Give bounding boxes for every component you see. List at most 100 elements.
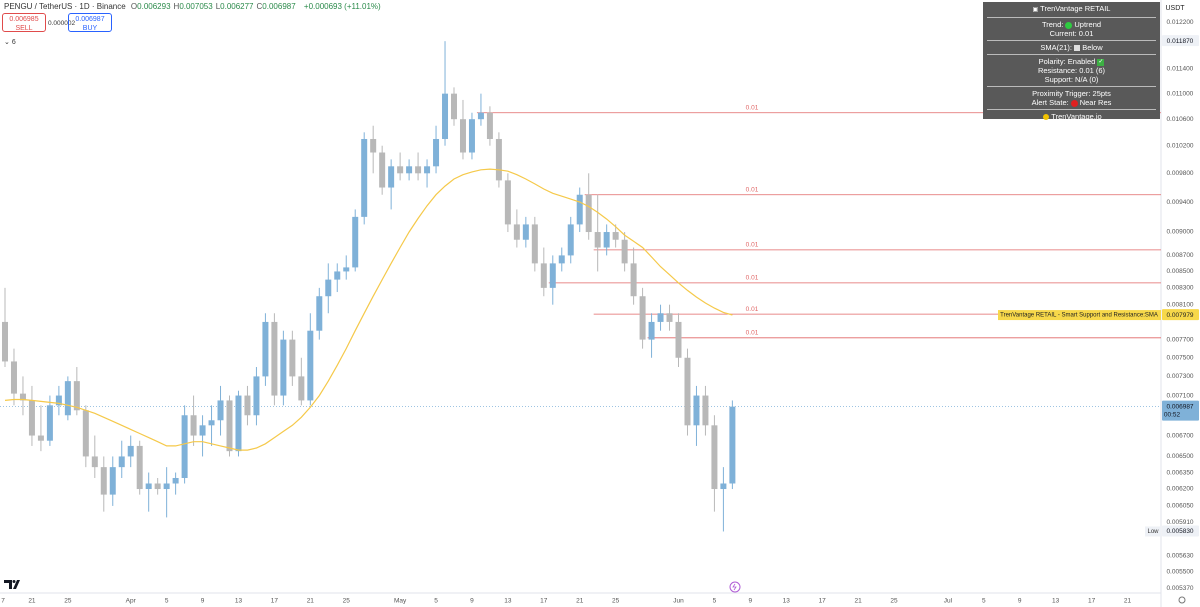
sell-price: 0.006985 — [9, 16, 39, 23]
y-tick-label: 0.005910 — [1166, 519, 1193, 526]
candle-body — [522, 224, 529, 240]
candle-body — [397, 166, 404, 174]
candle-body — [630, 263, 637, 297]
alert: Near Res — [1079, 98, 1112, 107]
candle-body — [648, 321, 655, 340]
y-tick-label: 0.011400 — [1167, 66, 1194, 73]
candle-body — [684, 357, 691, 426]
candle-body — [2, 321, 8, 362]
candle-body — [388, 166, 395, 188]
candle-body — [208, 420, 215, 426]
sma-state: Below — [1082, 43, 1103, 52]
event-icon — [729, 581, 741, 593]
candle-body — [468, 119, 475, 153]
candle-body — [504, 180, 511, 225]
candle-body — [415, 166, 422, 174]
candle-body — [64, 381, 71, 416]
y-tick-label: 0.006200 — [1166, 486, 1193, 493]
x-tick-label: 5 — [434, 598, 438, 605]
ohlc-value: 0.006987 — [262, 2, 296, 11]
x-tick-label: 9 — [749, 598, 753, 605]
candle-body — [253, 376, 260, 416]
candle-body — [280, 339, 287, 396]
y-tick-label: 0.007500 — [1166, 354, 1193, 361]
low-label-box — [1145, 526, 1161, 537]
symbol: PENGU / TetherUS · 1D · Binance — [4, 2, 126, 11]
candle-body — [46, 405, 53, 441]
low-label: Low — [1147, 529, 1159, 535]
resistance-label: 0.01 — [746, 275, 759, 282]
x-tick-label: 17 — [1088, 598, 1096, 605]
y-tick-label: 0.012200 — [1166, 19, 1193, 26]
x-tick-label: 7 — [1, 598, 5, 605]
x-tick-label: 25 — [64, 598, 72, 605]
high-price-value: 0.011870 — [1167, 38, 1194, 45]
resistance-label: 0.01 — [746, 186, 759, 193]
y-tick-label: 0.008300 — [1166, 285, 1193, 292]
candle-body — [442, 93, 449, 139]
candle-body — [567, 224, 574, 256]
resistance: Resistance: 0.01 (6) — [1037, 66, 1106, 75]
buy-price: 0.006987 — [75, 16, 105, 23]
indicator-tag-text: TrenVantage RETAIL - Smart Support and R… — [1000, 313, 1158, 319]
candle-body — [612, 232, 619, 240]
candle-body — [127, 445, 134, 457]
y-tick-label: 0.007100 — [1166, 392, 1193, 399]
x-tick-label: 21 — [1124, 598, 1132, 605]
x-tick-label: 5 — [713, 598, 717, 605]
spread: 0.000002 — [48, 20, 76, 27]
indicators-toggle[interactable]: ⌄ 6 — [4, 39, 16, 46]
y-tick-label: 0.011000 — [1167, 90, 1194, 97]
y-tick-label: 0.010200 — [1166, 142, 1193, 149]
candle-body — [693, 395, 700, 426]
buy-label: BUY — [82, 25, 98, 32]
y-tick-label: 0.005500 — [1166, 568, 1193, 575]
current: Current: 0.01 — [1049, 29, 1094, 38]
y-tick-label: 0.006350 — [1166, 469, 1193, 476]
candle-body — [199, 425, 206, 436]
x-tick-label: 17 — [540, 598, 548, 605]
last-price-box — [1162, 400, 1199, 421]
candle-body — [55, 395, 62, 406]
resistance-label: 0.01 — [746, 242, 759, 249]
candle-body — [621, 239, 628, 264]
sma-line — [4, 168, 733, 451]
candle-body — [307, 330, 314, 401]
candle-body — [433, 138, 440, 167]
y-tick-label: 0.008700 — [1166, 252, 1193, 259]
candle-body — [459, 119, 466, 153]
candle-body — [91, 456, 98, 468]
site: TrenVantage.io — [1051, 112, 1102, 121]
buy-button[interactable]: 0.006987 BUY — [68, 13, 112, 32]
support: Support: N/A (0) — [1044, 75, 1099, 84]
proximity: Proximity Trigger: 25pts — [1032, 89, 1111, 98]
resistance-label: 0.01 — [746, 306, 759, 313]
ohlc-value: 0.007053 — [179, 2, 213, 11]
countdown: 00:52 — [1164, 411, 1181, 418]
candle-body — [702, 395, 709, 426]
x-tick-label: 13 — [1052, 598, 1060, 605]
x-tick-label: 13 — [504, 598, 512, 605]
x-tick-label: 25 — [612, 598, 620, 605]
candle-body — [486, 112, 493, 139]
sell-button[interactable]: 0.006985 SELL — [2, 13, 46, 32]
candle-body — [163, 483, 170, 490]
candle-body — [289, 339, 296, 377]
candle-body — [720, 483, 727, 490]
y-tick-label: 0.005630 — [1166, 552, 1193, 559]
candle-body — [82, 410, 89, 457]
candle-body — [118, 456, 125, 468]
candle-body — [28, 400, 35, 436]
ohlc-value: 0.006293 — [137, 2, 171, 11]
resistance-label: 0.01 — [746, 330, 759, 337]
candle-body — [657, 313, 664, 322]
y-tick-label: 0.009800 — [1166, 170, 1193, 177]
candle-body — [495, 138, 502, 181]
ohlc-key: H — [173, 2, 180, 11]
candle-body — [540, 263, 547, 288]
candle-body — [136, 445, 143, 490]
x-tick-label: Jul — [944, 598, 953, 605]
y-tick-label: 0.006500 — [1166, 453, 1193, 460]
x-tick-label: May — [394, 598, 407, 605]
